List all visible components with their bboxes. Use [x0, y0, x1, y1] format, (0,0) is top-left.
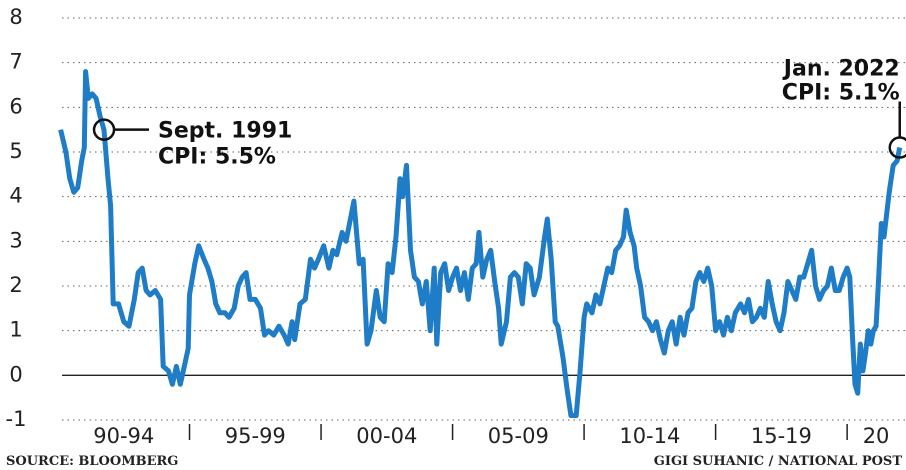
annotation-text: CPI: 5.1% [782, 81, 900, 106]
y-tick-label: 4 [9, 184, 22, 208]
cpi-line [58, 69, 903, 418]
y-tick-label: 6 [9, 94, 22, 118]
y-tick-label: 8 [9, 5, 22, 29]
x-tick-label: 00-04 [356, 424, 417, 448]
y-tick-label: -1 [6, 407, 27, 431]
annotation-text: Sept. 1991 [158, 119, 292, 144]
y-tick-label: 3 [9, 228, 22, 252]
annotation-text: Jan. 2022 [782, 57, 900, 82]
y-tick-label: 1 [9, 318, 22, 342]
annotation-marker [92, 118, 116, 141]
y-tick-label: 0 [9, 362, 22, 386]
x-tick-label: 20 [863, 424, 890, 448]
x-tick-label: 05-09 [488, 424, 549, 448]
source: SOURCE: BLOOMBERG [6, 454, 178, 469]
credit: GIGI SUHANIC / NATIONAL POST [654, 454, 903, 469]
x-tick-label: 15-19 [751, 424, 812, 448]
x-tick-label: 90-94 [93, 424, 154, 448]
y-tick-label: 7 [9, 50, 22, 74]
x-tick-label: 95-99 [225, 424, 286, 448]
annotation-marker [888, 136, 906, 159]
y-tick-label: 5 [9, 139, 22, 163]
x-tick-label: 10-14 [619, 424, 680, 448]
annotation-text: CPI: 5.5% [158, 145, 276, 170]
y-tick-label: 2 [9, 273, 22, 297]
